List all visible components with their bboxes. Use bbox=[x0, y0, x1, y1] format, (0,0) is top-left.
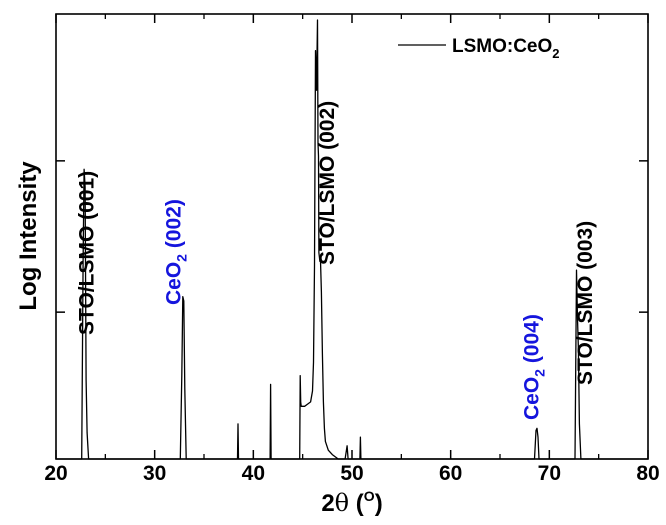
peak-label: STO/LSMO (003) bbox=[574, 221, 597, 385]
legend-label: LSMO:CeO2 bbox=[452, 36, 560, 61]
x-tick-labels: 20 30 40 50 60 70 80 bbox=[44, 462, 659, 485]
peak-label: STO/LSMO (001) bbox=[76, 171, 99, 335]
x-tick-label: 80 bbox=[636, 462, 659, 485]
legend: LSMO:CeO2 bbox=[398, 36, 560, 61]
x-tick-label: 40 bbox=[242, 462, 265, 485]
peak-label: STO/LSMO (002) bbox=[316, 101, 339, 265]
x-tick-label: 60 bbox=[439, 462, 462, 485]
series-line bbox=[56, 19, 648, 460]
x-axis-title: 2θ (O) bbox=[321, 488, 382, 517]
peak-label: CeO2 (004) bbox=[521, 314, 548, 420]
x-tick-label: 70 bbox=[538, 462, 561, 485]
x-tick-label: 20 bbox=[44, 462, 67, 485]
x-tick-label: 50 bbox=[340, 462, 363, 485]
peak-label: CeO2 (002) bbox=[162, 199, 189, 305]
y-axis-title: Log Intensity bbox=[15, 161, 42, 311]
x-tick-label: 30 bbox=[143, 462, 166, 485]
plot-frame bbox=[55, 13, 649, 460]
peak-annotations: STO/LSMO (001) CeO2 (002) STO/LSMO (002) Ce… bbox=[76, 101, 597, 420]
axis-ticks bbox=[55, 14, 649, 459]
